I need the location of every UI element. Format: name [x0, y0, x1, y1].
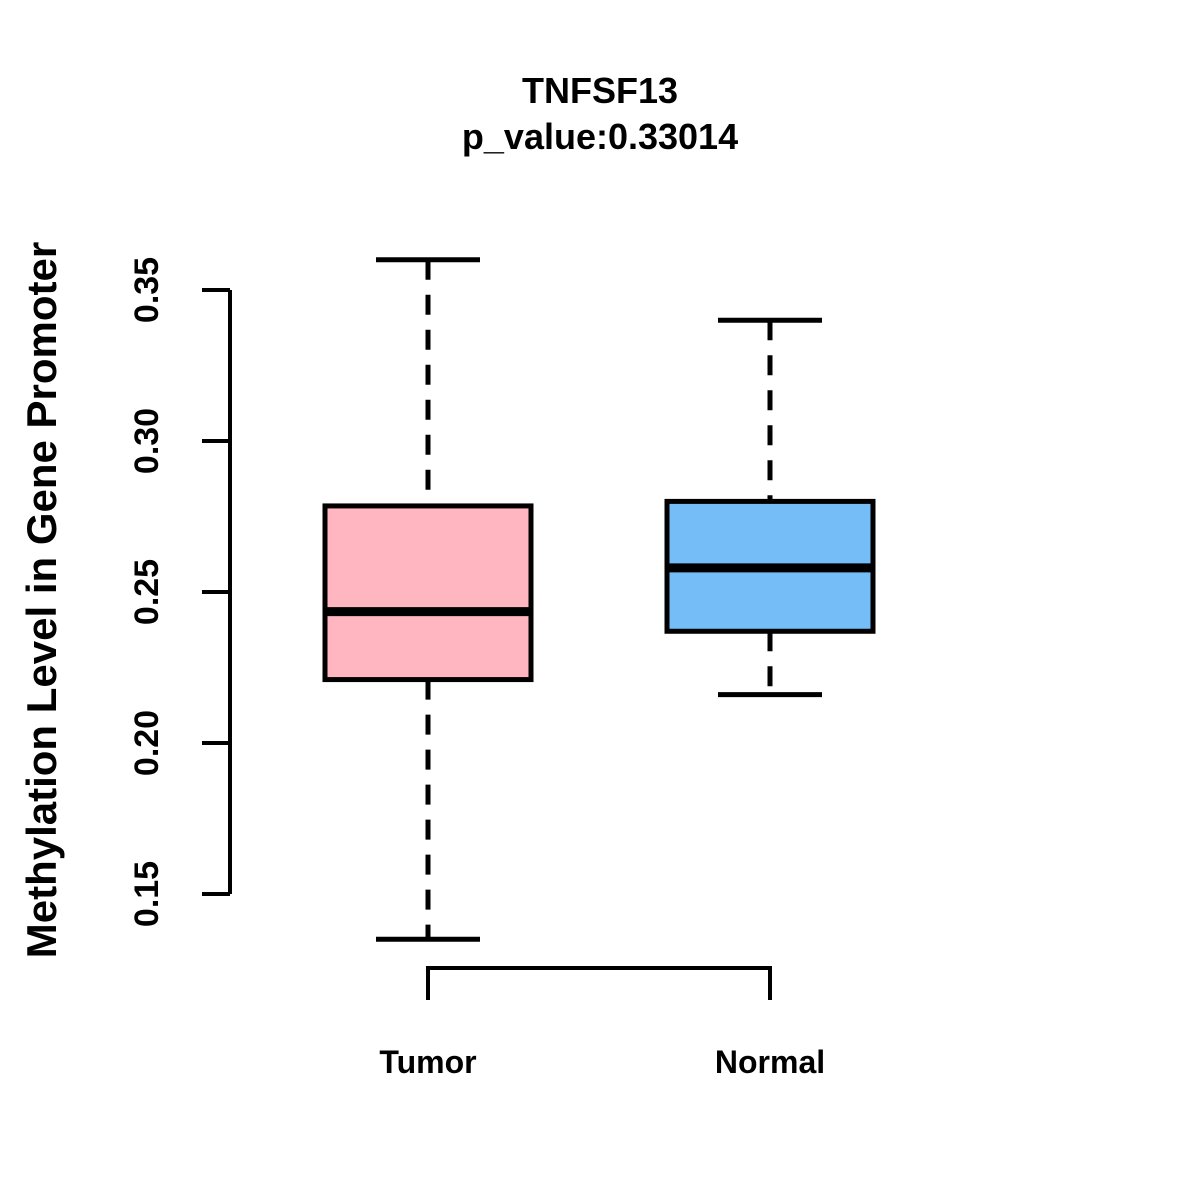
- y-axis-tick-label: 0.15: [128, 861, 166, 927]
- box-tumor: [322, 503, 534, 683]
- x-category-label-tumor: Tumor: [379, 1044, 476, 1080]
- y-axis-tick-label: 0.25: [128, 559, 166, 625]
- chart-title-gene: TNFSF13: [521, 70, 679, 111]
- y-axis-tick-label: 0.35: [128, 257, 166, 323]
- chart-title-block: TNFSF13 p_value:0.33014: [0, 68, 1200, 160]
- x-category-label-normal: Normal: [715, 1044, 825, 1080]
- y-axis-tick-label: 0.30: [128, 408, 166, 474]
- chart-title-pvalue: p_value:0.33014: [461, 116, 739, 157]
- y-axis-tick-label: 0.20: [128, 710, 166, 776]
- x-axis-bracket: [426, 966, 772, 1000]
